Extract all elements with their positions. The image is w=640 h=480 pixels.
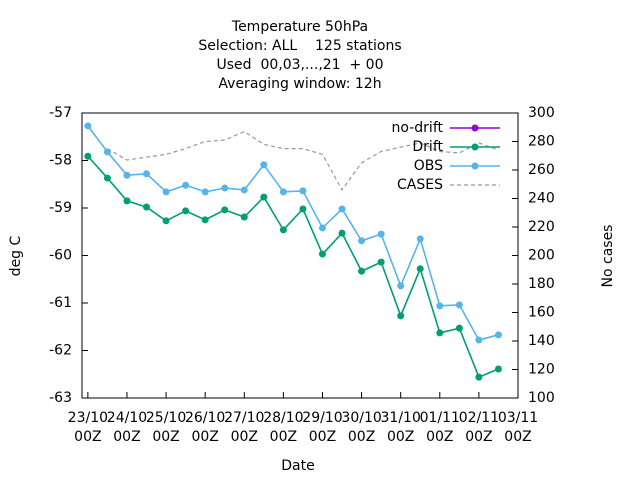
series-point bbox=[143, 170, 151, 178]
series-point bbox=[201, 188, 209, 196]
legend-label: no-drift bbox=[392, 120, 444, 136]
x-tick-label: 03/11 00Z bbox=[498, 410, 538, 445]
series-point bbox=[377, 258, 385, 266]
chart-subtitle: Averaging window: 12h bbox=[218, 76, 381, 92]
series-point bbox=[475, 373, 483, 381]
series-point bbox=[84, 152, 92, 160]
x-tick-label: 23/10 00Z bbox=[68, 410, 108, 445]
series-line bbox=[107, 130, 499, 192]
series-point bbox=[338, 229, 346, 237]
legend-label: OBS bbox=[414, 158, 443, 174]
y2-tick-label: 260 bbox=[528, 162, 555, 178]
y2-tick-label: 160 bbox=[528, 305, 555, 321]
series-point bbox=[103, 174, 111, 182]
x-tick-label: 30/10 00Z bbox=[341, 410, 381, 445]
series-point bbox=[318, 250, 326, 258]
series-point bbox=[397, 282, 405, 290]
x-tick-label: 26/10 00Z bbox=[185, 410, 225, 445]
legend-marker bbox=[471, 124, 479, 132]
series-point bbox=[494, 331, 502, 339]
series-point bbox=[182, 207, 190, 215]
series-point bbox=[416, 235, 424, 243]
x-axis-label: Date bbox=[281, 458, 314, 474]
x-tick-label: 25/10 00Z bbox=[146, 410, 186, 445]
series-point bbox=[123, 171, 131, 179]
series-point bbox=[279, 226, 287, 234]
series-point bbox=[377, 230, 385, 238]
y-tick-label: -63 bbox=[49, 390, 72, 406]
series-point bbox=[397, 312, 405, 320]
series-line bbox=[87, 155, 499, 379]
series-point bbox=[260, 193, 268, 201]
series-point bbox=[416, 265, 424, 273]
series-point bbox=[494, 365, 502, 373]
series-line bbox=[87, 125, 499, 341]
series-point bbox=[436, 329, 444, 337]
y2-tick-label: 200 bbox=[528, 248, 555, 264]
series-point bbox=[455, 324, 463, 332]
series-point bbox=[436, 302, 444, 310]
y2-tick-label: 300 bbox=[528, 105, 555, 121]
y-tick-label: -58 bbox=[49, 153, 72, 169]
x-tick-label: 27/10 00Z bbox=[224, 410, 264, 445]
series-point bbox=[240, 213, 248, 221]
y2-axis-label: No cases bbox=[600, 225, 616, 288]
series-point bbox=[358, 237, 366, 245]
y-tick-label: -61 bbox=[49, 295, 72, 311]
series-point bbox=[201, 216, 209, 224]
y2-tick-label: 120 bbox=[528, 362, 555, 378]
y2-tick-label: 240 bbox=[528, 191, 555, 207]
y2-tick-label: 280 bbox=[528, 134, 555, 150]
x-tick-label: 24/10 00Z bbox=[107, 410, 147, 445]
chart-subtitle: Used 00,03,...,21 + 00 bbox=[217, 57, 384, 73]
x-tick-label: 01/11 00Z bbox=[420, 410, 460, 445]
series-point bbox=[455, 301, 463, 309]
series-point bbox=[260, 161, 268, 169]
series-point bbox=[279, 188, 287, 196]
chart-subtitle: Selection: ALL 125 stations bbox=[198, 38, 401, 54]
x-tick-label: 28/10 00Z bbox=[263, 410, 303, 445]
series-point bbox=[84, 122, 92, 130]
y-tick-label: -60 bbox=[49, 248, 72, 264]
legend-label: Drift bbox=[412, 139, 443, 155]
series-point bbox=[338, 205, 346, 213]
x-tick-label: 02/11 00Z bbox=[459, 410, 499, 445]
series-point bbox=[299, 205, 307, 213]
series-point bbox=[240, 186, 248, 194]
y2-tick-label: 140 bbox=[528, 333, 555, 349]
x-tick-label: 29/10 00Z bbox=[302, 410, 342, 445]
series-point bbox=[162, 217, 170, 225]
series-point bbox=[299, 187, 307, 195]
series-point bbox=[182, 181, 190, 189]
series-point bbox=[318, 224, 326, 232]
y2-tick-label: 180 bbox=[528, 276, 555, 292]
y2-tick-label: 100 bbox=[528, 390, 555, 406]
series-point bbox=[162, 188, 170, 196]
series-point bbox=[221, 184, 229, 192]
y2-tick-label: 220 bbox=[528, 219, 555, 235]
chart-title: Temperature 50hPa bbox=[231, 19, 368, 35]
series-point bbox=[221, 206, 229, 214]
y-tick-label: -59 bbox=[49, 200, 72, 216]
legend-label: CASES bbox=[397, 177, 443, 193]
series-point bbox=[123, 197, 131, 205]
series-point bbox=[475, 336, 483, 344]
legend-marker bbox=[471, 162, 479, 170]
legend-marker bbox=[471, 143, 479, 151]
series-point bbox=[358, 267, 366, 275]
series-point bbox=[143, 203, 151, 211]
y-axis-label: deg C bbox=[8, 235, 24, 276]
y-tick-label: -62 bbox=[49, 343, 72, 359]
y-tick-label: -57 bbox=[49, 105, 72, 121]
x-tick-label: 31/10 00Z bbox=[381, 410, 421, 445]
